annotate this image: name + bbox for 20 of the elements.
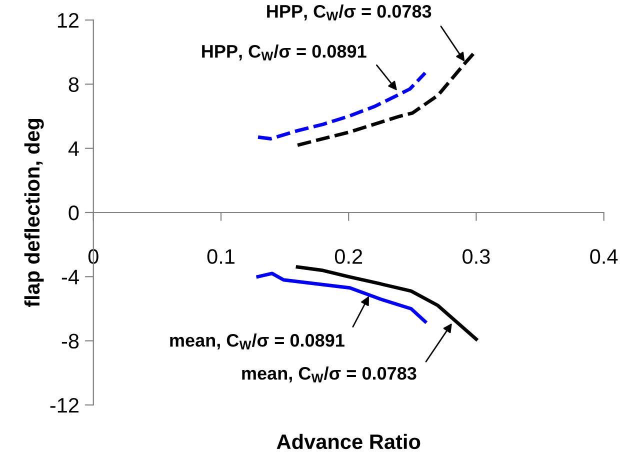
x-axis-title: Advance Ratio	[276, 434, 420, 450]
annotation: HPP, C$_{W}$/σ = 0.0891	[202, 44, 366, 60]
x-tick-label: 0.2	[334, 249, 362, 264]
y-tick-label: -4	[62, 270, 79, 284]
line-series	[256, 71, 427, 140]
annotation: mean, C$_{W}$/σ = 0.0891	[170, 333, 344, 350]
x-tick-label: 0.1	[207, 249, 234, 264]
x-tick-label: 0.4	[590, 249, 618, 264]
y-tick-label: 4	[68, 142, 79, 156]
y-tick-label: -12	[50, 398, 78, 413]
y-tick-label: 0	[68, 205, 79, 220]
x-tick-label: 0.3	[462, 249, 490, 264]
x-tick-label: 0	[88, 249, 98, 264]
y-tick-label: 12	[58, 13, 78, 28]
y-axis-title: flap deflection, deg	[24, 118, 44, 308]
y-tick-label: 8	[68, 77, 79, 92]
y-tick-label: -8	[62, 334, 79, 349]
annotation: mean, C$_{W}$/σ = 0.0783	[242, 366, 416, 382]
annotation: HPP, C$_{W}$/σ = 0.0783	[267, 4, 432, 20]
line-series	[256, 272, 427, 324]
